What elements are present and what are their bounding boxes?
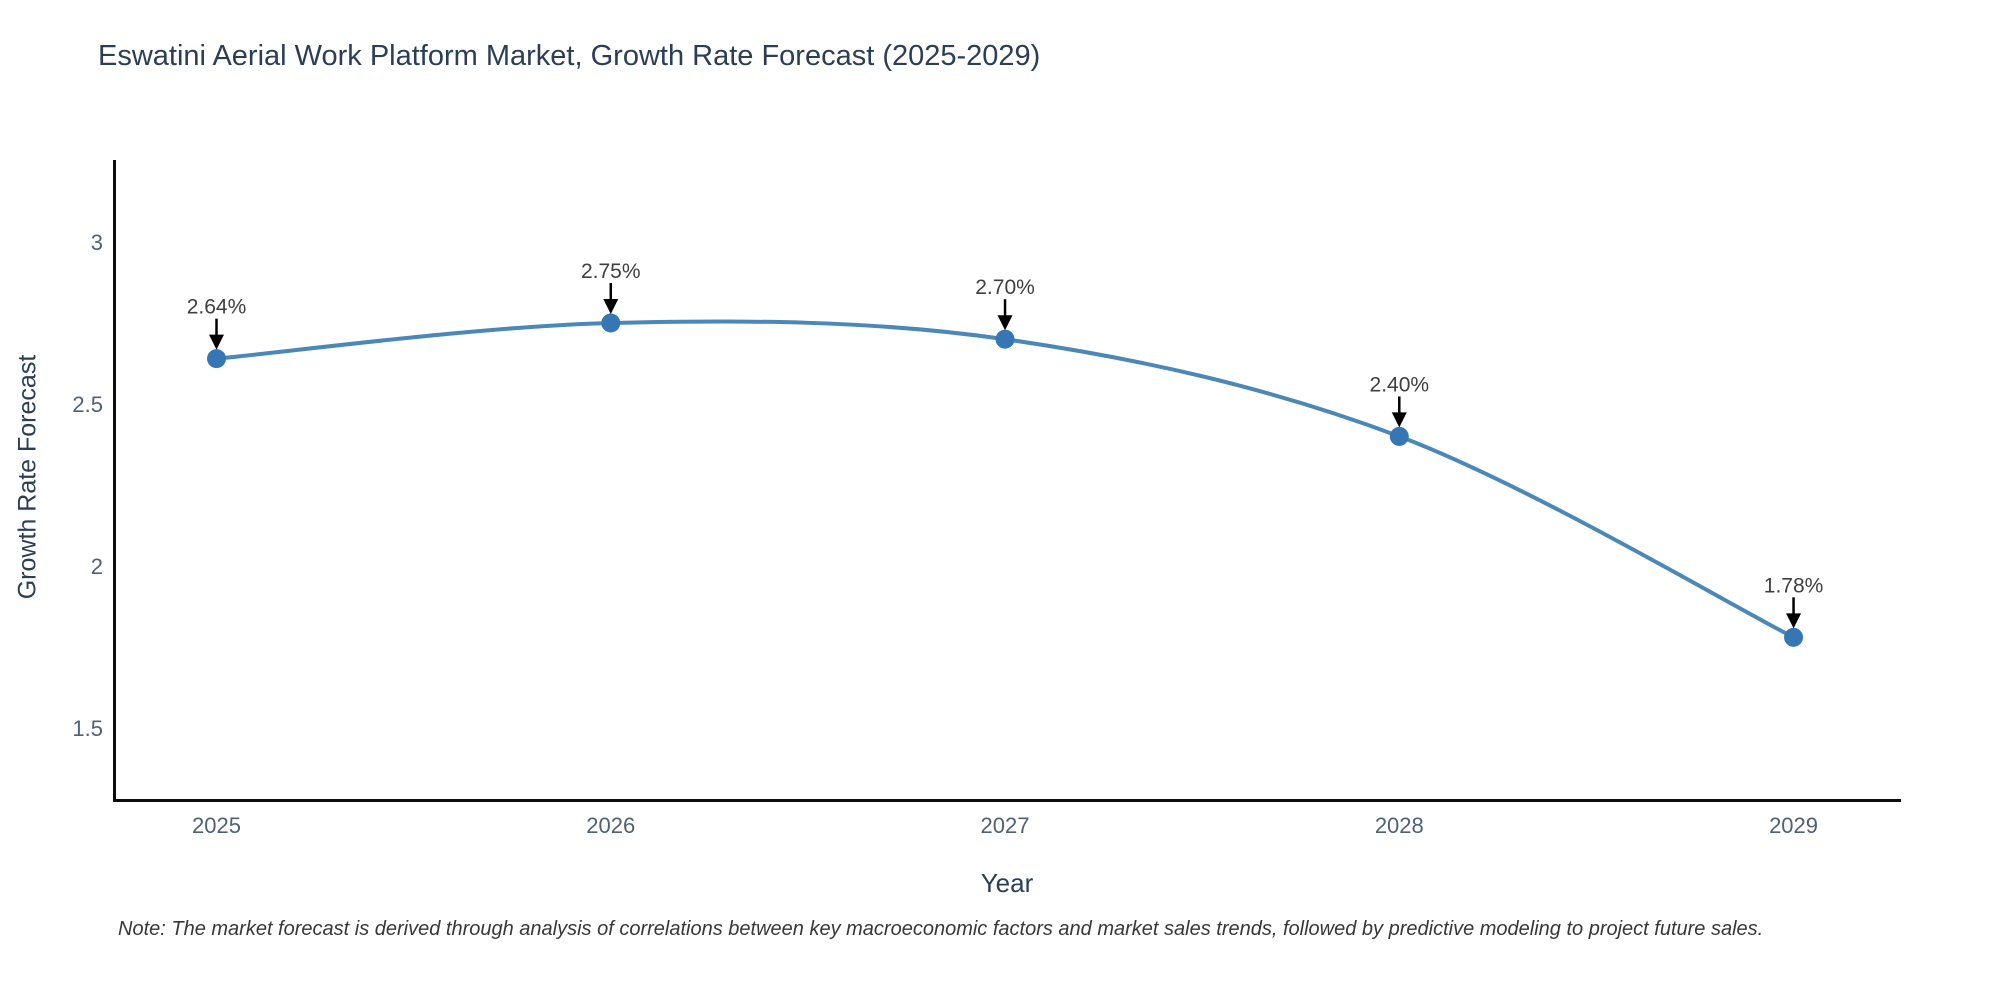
y-tick-label: 1.5 bbox=[72, 716, 103, 741]
point-annotation-label: 2.40% bbox=[1370, 373, 1430, 396]
x-tick-label: 2027 bbox=[981, 813, 1030, 838]
y-tick-label: 3 bbox=[91, 230, 103, 255]
data-point-marker bbox=[601, 313, 621, 333]
footnote: Note: The market forecast is derived thr… bbox=[118, 918, 1764, 940]
data-point-marker bbox=[1784, 627, 1804, 647]
annotation-arrowhead bbox=[209, 334, 225, 350]
annotation-arrowhead bbox=[603, 298, 619, 314]
point-annotation-label: 2.70% bbox=[975, 276, 1035, 299]
x-tick-label: 2029 bbox=[1769, 813, 1818, 838]
x-tick-label: 2028 bbox=[1375, 813, 1424, 838]
y-tick-label: 2.5 bbox=[72, 392, 103, 417]
chart-title: Eswatini Aerial Work Platform Market, Gr… bbox=[98, 40, 1041, 72]
point-annotation-label: 2.75% bbox=[581, 260, 641, 283]
data-point-marker bbox=[207, 349, 227, 369]
y-tick-label: 2 bbox=[91, 554, 103, 579]
annotation-arrowhead bbox=[997, 315, 1013, 331]
data-point-marker bbox=[1389, 426, 1409, 446]
annotation-arrowhead bbox=[1786, 613, 1802, 629]
x-tick-label: 2025 bbox=[192, 813, 241, 838]
annotation-arrowhead bbox=[1391, 412, 1407, 428]
forecast-curve-line bbox=[214, 319, 1796, 640]
data-point-marker bbox=[995, 329, 1015, 349]
point-annotation-label: 2.64% bbox=[187, 296, 247, 319]
point-annotation-label: 1.78% bbox=[1764, 574, 1824, 597]
x-tick-label: 2026 bbox=[586, 813, 635, 838]
x-axis-title: Year bbox=[980, 868, 1034, 898]
